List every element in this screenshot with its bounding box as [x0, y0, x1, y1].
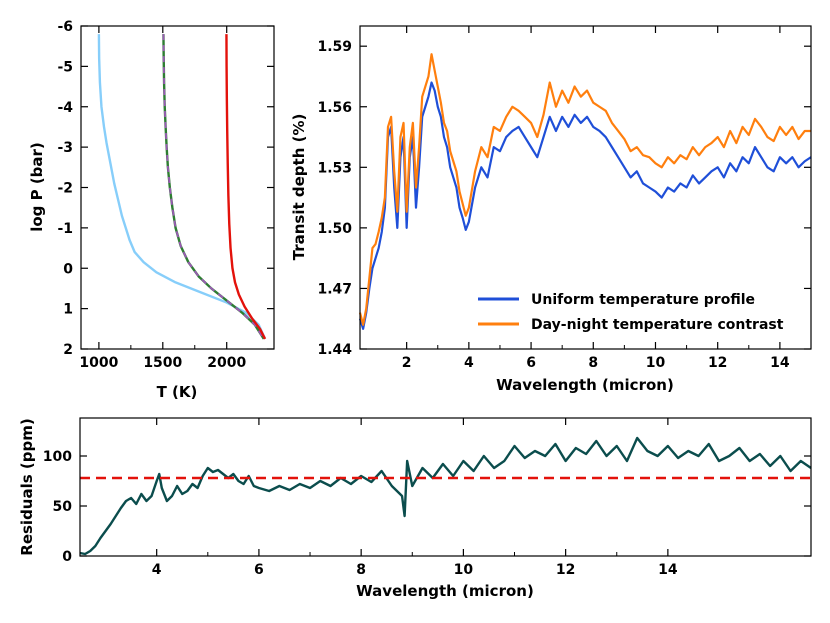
pt-series-line-3 — [225, 34, 267, 340]
pt-y-tick-label: -5 — [57, 59, 73, 75]
residuals-series-line-0 — [79, 436, 812, 556]
pt-y-tick-label: -2 — [57, 181, 73, 197]
residuals-y-axis-title: Residuals (ppm) — [18, 418, 36, 555]
transit-y-tick-label: 1.56 — [317, 100, 352, 116]
transit-series-line-1 — [358, 53, 811, 326]
pt-y-tick-label: -6 — [57, 19, 73, 35]
residuals-y-tick-label: 100 — [43, 449, 72, 465]
transit-depth-panel: 2 4 6 8 10 12 14 1.44 1.47 1.50 1.53 1.56 1.59 Wavel… — [290, 25, 812, 394]
transit-plot-frame — [359, 25, 812, 350]
residuals-plot-frame — [79, 417, 812, 557]
pt-y-tick-label: -3 — [57, 140, 73, 156]
pt-x-axis-title: T (K) — [157, 383, 198, 401]
transit-y-tick-label: 1.50 — [317, 221, 352, 237]
residuals-x-tick-label: 14 — [658, 562, 678, 578]
pt-y-axis-title: log P (bar) — [28, 142, 46, 232]
pt-series-line-1 — [162, 34, 265, 340]
residuals-x-tick-label: 12 — [556, 562, 575, 578]
pt-x-tick-label: 1500 — [143, 355, 182, 371]
transit-y-tick-label: 1.44 — [317, 342, 352, 358]
transit-x-tick-label: 12 — [708, 355, 727, 371]
pt-y-tick-label: 2 — [63, 342, 73, 358]
transit-legend: Uniform temperature profile Day-night te… — [478, 292, 784, 333]
transit-x-tick-label: 14 — [770, 355, 790, 371]
transit-y-tick-label: 1.47 — [317, 281, 352, 297]
transit-x-tick-label: 6 — [526, 355, 536, 371]
transit-x-tick-label: 4 — [464, 355, 474, 371]
transit-y-tick-label: 1.53 — [317, 160, 352, 176]
transit-x-tick-label: 10 — [646, 355, 666, 371]
legend-label-uniform: Uniform temperature profile — [531, 292, 755, 308]
transit-y-axis-title: Transit depth (%) — [290, 114, 308, 261]
pt-plot-frame — [80, 25, 275, 350]
transit-x-axis-title: Wavelength (micron) — [496, 376, 674, 394]
pt-series-line-0 — [97, 34, 267, 340]
pt-x-tick-label: 1000 — [79, 355, 118, 371]
residuals-x-tick-label: 4 — [152, 562, 162, 578]
residuals-y-tick-label: 0 — [62, 549, 72, 565]
legend-label-daynight: Day-night temperature contrast — [531, 317, 784, 333]
pt-series-line-2 — [162, 34, 265, 340]
residuals-x-tick-label: 6 — [254, 562, 264, 578]
residuals-y-tick-label: 50 — [53, 499, 73, 515]
transit-x-tick-label: 2 — [402, 355, 412, 371]
residuals-panel: 4 6 8 10 12 14 0 50 100 Wavelength (micron) Resi… — [18, 417, 812, 600]
pt-y-tick-label: -1 — [57, 221, 73, 237]
pt-y-tick-label: 1 — [63, 302, 73, 318]
residuals-x-axis-title: Wavelength (micron) — [356, 582, 534, 600]
pt-y-tick-label: -4 — [57, 100, 73, 116]
transit-series-line-0 — [358, 81, 812, 330]
residuals-x-tick-label: 10 — [454, 562, 474, 578]
transit-y-tick-label: 1.59 — [317, 39, 352, 55]
pt-x-tick-label: 2000 — [207, 355, 246, 371]
pt-y-tick-label: 0 — [63, 261, 73, 277]
pt-profile-panel: 1000 1500 2000 -6 -5 -4 -3 -2 -1 0 1 2 T (K) log P … — [28, 19, 275, 401]
residuals-x-tick-label: 8 — [356, 562, 366, 578]
transit-x-tick-label: 8 — [588, 355, 598, 371]
